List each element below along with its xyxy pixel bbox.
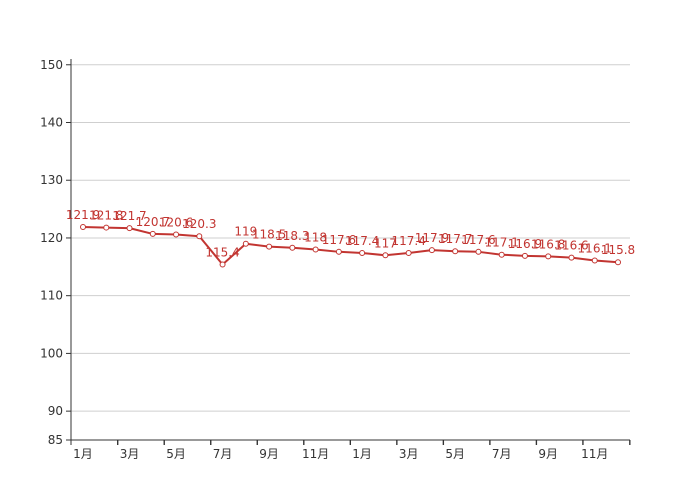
data-label: 118.5 xyxy=(252,228,286,242)
data-label: 117.6 xyxy=(461,233,495,247)
data-label: 118.3 xyxy=(275,229,309,243)
x-tick-label: 7月 xyxy=(213,447,233,461)
x-tick-label: 1月 xyxy=(352,447,372,461)
data-point[interactable] xyxy=(126,225,133,232)
data-label: 121.7 xyxy=(112,209,146,223)
data-labels: 121.9121.8121.7120.7120.6120.3115.411911… xyxy=(66,208,635,260)
x-tick-label: 5月 xyxy=(166,447,186,461)
grid-lines xyxy=(71,64,630,412)
x-tick-label: 1月 xyxy=(73,447,93,461)
data-label: 121.8 xyxy=(89,209,123,223)
data-point[interactable] xyxy=(196,233,203,240)
y-tick-label: 150 xyxy=(40,58,63,72)
data-point[interactable] xyxy=(452,248,459,255)
y-tick-label: 90 xyxy=(48,404,63,418)
data-label: 117.4 xyxy=(345,234,379,248)
data-label: 119 xyxy=(234,225,257,239)
y-tick-label: 130 xyxy=(40,173,63,187)
x-tick-label: 9月 xyxy=(538,447,558,461)
x-tick-label: 5月 xyxy=(445,447,465,461)
x-tick-label: 11月 xyxy=(302,447,329,461)
data-label: 120.6 xyxy=(159,215,193,229)
data-point[interactable] xyxy=(242,240,249,247)
x-tick-label: 3月 xyxy=(399,447,419,461)
data-point[interactable] xyxy=(521,252,528,259)
data-point[interactable] xyxy=(475,248,482,255)
data-label: 117.9 xyxy=(415,231,449,245)
data-label: 117.4 xyxy=(391,234,425,248)
data-label: 115.4 xyxy=(205,246,239,260)
data-label: 117.7 xyxy=(438,232,472,246)
series-line xyxy=(82,225,619,266)
x-tick-label: 7月 xyxy=(492,447,512,461)
data-point[interactable] xyxy=(545,253,552,260)
y-tick-label: 85 xyxy=(48,433,63,447)
data-point[interactable] xyxy=(312,246,319,253)
y-tick-label: 100 xyxy=(40,346,63,360)
data-label: 117.1 xyxy=(485,236,519,250)
data-point[interactable] xyxy=(219,261,226,268)
data-point[interactable] xyxy=(591,257,598,264)
data-point[interactable] xyxy=(498,251,505,258)
data-point[interactable] xyxy=(173,231,180,238)
y-tick-label: 110 xyxy=(40,289,63,303)
data-label: 118 xyxy=(304,231,327,245)
data-point[interactable] xyxy=(149,230,156,237)
x-tick-label: 3月 xyxy=(120,447,140,461)
data-point[interactable] xyxy=(568,254,575,261)
data-point[interactable] xyxy=(382,252,389,259)
data-label: 116.8 xyxy=(531,237,565,251)
data-point[interactable] xyxy=(405,249,412,256)
data-label: 116.6 xyxy=(554,239,588,253)
data-point[interactable] xyxy=(615,259,621,266)
data-point[interactable] xyxy=(266,243,273,250)
x-tick-label: 9月 xyxy=(259,447,279,461)
data-label: 117.6 xyxy=(322,233,356,247)
data-point[interactable] xyxy=(335,248,342,255)
data-label: 121.9 xyxy=(66,208,100,222)
data-label: 120.3 xyxy=(182,217,216,231)
data-label: 117 xyxy=(374,236,397,250)
data-point[interactable] xyxy=(428,247,435,254)
data-point[interactable] xyxy=(289,244,296,251)
data-point[interactable] xyxy=(359,249,366,256)
x-tick-label: 11月 xyxy=(581,447,608,461)
series-layer xyxy=(80,223,621,268)
y-tick-label: 120 xyxy=(40,231,63,245)
data-label: 116.9 xyxy=(508,237,542,251)
data-point[interactable] xyxy=(103,224,110,231)
data-label: 115.8 xyxy=(601,243,635,257)
data-point[interactable] xyxy=(80,223,86,230)
data-label: 116.1 xyxy=(578,241,612,255)
y-tick-label: 140 xyxy=(40,116,63,130)
axes: 85 90 100 110 120 130 140 150 1月 3月 5月 7月 9月 11月 1月 3月 5… xyxy=(40,58,631,461)
data-label: 120.7 xyxy=(136,215,170,229)
